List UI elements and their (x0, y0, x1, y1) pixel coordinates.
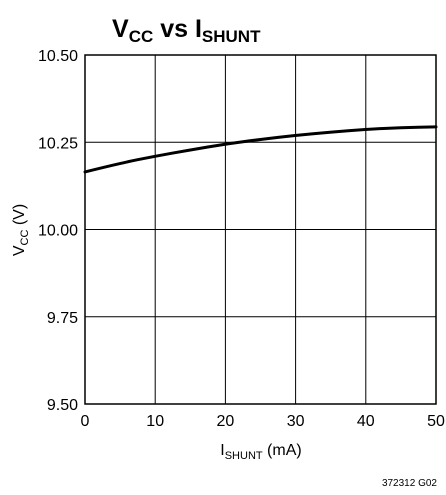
series-group (83, 125, 438, 174)
x-tick-label: 20 (217, 413, 235, 430)
y-axis-label-unit: (V) (11, 204, 28, 230)
chart-title: VCC vs ISHUNT (112, 15, 261, 46)
title-mid: vs I (153, 15, 202, 43)
y-tick-label: 9.75 (47, 310, 78, 327)
x-tick-label: 40 (357, 413, 375, 430)
figure-code: 372312 G02 (382, 478, 437, 489)
x-tick-labels: 0 10 20 30 40 50 (81, 413, 445, 430)
x-tick-label: 10 (146, 413, 164, 430)
y-tick-label: 10.25 (38, 135, 78, 152)
title-main-sub: CC (129, 27, 154, 46)
x-axis-label-sub: SHUNT (225, 450, 263, 462)
y-tick-label: 10.00 (38, 223, 78, 240)
y-axis-label: VCC (V) (11, 204, 31, 256)
series-line (83, 125, 438, 174)
plot-frame (84, 54, 437, 405)
plot-border (84, 54, 437, 405)
y-tick-label: 9.50 (47, 397, 78, 414)
y-tick-labels: 9.50 9.75 10.00 10.25 10.50 (38, 48, 78, 414)
y-axis-label-main: V (11, 245, 28, 256)
x-axis-label-unit: (mA) (263, 442, 302, 459)
x-tick-label: 30 (287, 413, 305, 430)
x-axis-label: ISHUNT (mA) (220, 442, 301, 462)
x-tick-label: 0 (81, 413, 90, 430)
x-tick-label: 50 (427, 413, 445, 430)
y-axis-label-sub: CC (19, 230, 31, 246)
y-tick-label: 10.50 (38, 48, 78, 65)
x-axis-label-main: I (220, 442, 224, 459)
title-main: V (112, 15, 129, 43)
grid (85, 55, 436, 404)
title-mid-sub: SHUNT (202, 27, 261, 46)
